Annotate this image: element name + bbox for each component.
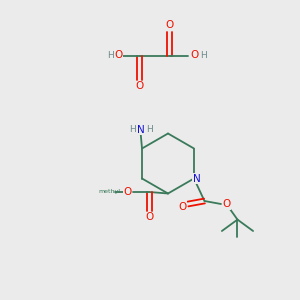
Text: O: O [165,20,174,30]
Text: O: O [178,202,187,212]
Text: H: H [107,51,114,60]
Text: O: O [190,50,198,61]
Text: O: O [145,212,154,222]
Text: H: H [200,51,207,60]
Text: O: O [114,50,123,61]
Text: H: H [146,125,153,134]
Text: N: N [137,124,145,135]
Text: H: H [129,125,136,134]
Text: methyl: methyl [99,189,121,194]
Text: N: N [193,173,200,184]
Text: O: O [135,81,144,91]
Text: O: O [222,199,230,209]
Text: O: O [123,187,132,197]
